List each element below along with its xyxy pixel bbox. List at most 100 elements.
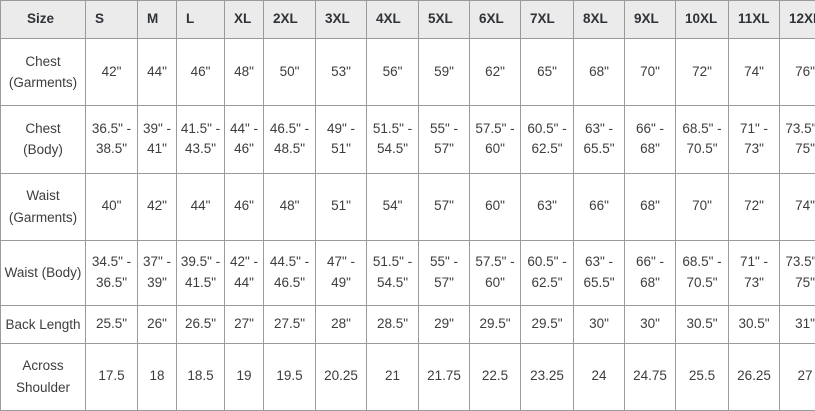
cell: 24 xyxy=(573,342,625,411)
cell: 71" - 73" xyxy=(728,239,780,307)
header-10xl: 10XL xyxy=(675,0,729,39)
cell: 60.5" - 62.5" xyxy=(520,239,574,307)
cell: 71" - 73" xyxy=(728,105,780,174)
cell: 27 xyxy=(779,342,815,411)
header-size: Size xyxy=(0,0,86,39)
cell: 46" xyxy=(224,172,264,241)
cell: 48" xyxy=(263,172,316,241)
cell: 63" - 65.5" xyxy=(573,105,625,174)
header-3xl: 3XL xyxy=(315,0,367,39)
cell: 39" - 41" xyxy=(137,105,177,174)
row-label-across-shoulder: Across Shoulder xyxy=(0,342,86,411)
table-row: Chest (Body) 36.5" - 38.5" 39" - 41" 41.… xyxy=(0,105,815,174)
cell: 57" xyxy=(418,172,470,241)
cell: 44.5" - 46.5" xyxy=(263,239,316,307)
cell: 66" - 68" xyxy=(624,239,676,307)
cell: 63" xyxy=(520,172,574,241)
cell: 57.5" - 60" xyxy=(469,105,521,174)
cell: 68.5" - 70.5" xyxy=(675,239,729,307)
cell: 40" xyxy=(85,172,138,241)
cell: 44" xyxy=(176,172,225,241)
table-row: Chest (Garments) 42" 44" 46" 48" 50" 53"… xyxy=(0,37,815,107)
cell: 27" xyxy=(224,305,264,344)
cell: 66" xyxy=(573,172,625,241)
cell: 70" xyxy=(675,172,729,241)
cell: 50" xyxy=(263,37,316,107)
header-2xl: 2XL xyxy=(263,0,316,39)
cell: 48" xyxy=(224,37,264,107)
cell: 37" - 39" xyxy=(137,239,177,307)
cell: 59" xyxy=(418,37,470,107)
cell: 57.5" - 60" xyxy=(469,239,521,307)
cell: 66" - 68" xyxy=(624,105,676,174)
cell: 18 xyxy=(137,342,177,411)
cell: 54" xyxy=(366,172,419,241)
cell: 19.5 xyxy=(263,342,316,411)
header-5xl: 5XL xyxy=(418,0,470,39)
cell: 51.5" - 54.5" xyxy=(366,239,419,307)
cell: 76" xyxy=(779,37,815,107)
row-label-chest-garments: Chest (Garments) xyxy=(0,37,86,107)
header-6xl: 6XL xyxy=(469,0,521,39)
cell: 29" xyxy=(418,305,470,344)
cell: 68" xyxy=(624,172,676,241)
cell: 25.5 xyxy=(675,342,729,411)
cell: 42" xyxy=(137,172,177,241)
cell: 34.5" - 36.5" xyxy=(85,239,138,307)
header-row: Size S M L XL 2XL 3XL 4XL 5XL 6XL 7XL 8X… xyxy=(0,0,815,39)
table-body: Chest (Garments) 42" 44" 46" 48" 50" 53"… xyxy=(0,37,815,411)
cell: 21 xyxy=(366,342,419,411)
cell: 55" - 57" xyxy=(418,105,470,174)
cell: 44" - 46" xyxy=(224,105,264,174)
cell: 22.5 xyxy=(469,342,521,411)
cell: 60" xyxy=(469,172,521,241)
table-header: Size S M L XL 2XL 3XL 4XL 5XL 6XL 7XL 8X… xyxy=(0,0,815,39)
cell: 29.5" xyxy=(520,305,574,344)
header-11xl: 11XL xyxy=(728,0,780,39)
cell: 73.5" - 75" xyxy=(779,239,815,307)
cell: 31" xyxy=(779,305,815,344)
cell: 41.5" - 43.5" xyxy=(176,105,225,174)
cell: 72" xyxy=(728,172,780,241)
cell: 44" xyxy=(137,37,177,107)
row-label-waist-garments: Waist (Garments) xyxy=(0,172,86,241)
cell: 28" xyxy=(315,305,367,344)
cell: 42" - 44" xyxy=(224,239,264,307)
table-row: Back Length 25.5" 26" 26.5" 27" 27.5" 28… xyxy=(0,305,815,344)
cell: 20.25 xyxy=(315,342,367,411)
header-4xl: 4XL xyxy=(366,0,419,39)
cell: 29.5" xyxy=(469,305,521,344)
cell: 65" xyxy=(520,37,574,107)
cell: 73.5" - 75" xyxy=(779,105,815,174)
header-9xl: 9XL xyxy=(624,0,676,39)
header-8xl: 8XL xyxy=(573,0,625,39)
cell: 19 xyxy=(224,342,264,411)
cell: 23.25 xyxy=(520,342,574,411)
header-12xl: 12XL xyxy=(779,0,815,39)
cell: 70" xyxy=(624,37,676,107)
cell: 46" xyxy=(176,37,225,107)
cell: 28.5" xyxy=(366,305,419,344)
row-label-back-length: Back Length xyxy=(0,305,86,344)
cell: 26.5" xyxy=(176,305,225,344)
cell: 72" xyxy=(675,37,729,107)
cell: 17.5 xyxy=(85,342,138,411)
header-m: M xyxy=(137,0,177,39)
cell: 60.5" - 62.5" xyxy=(520,105,574,174)
cell: 30.5" xyxy=(675,305,729,344)
cell: 63" - 65.5" xyxy=(573,239,625,307)
cell: 51.5" - 54.5" xyxy=(366,105,419,174)
cell: 24.75 xyxy=(624,342,676,411)
cell: 25.5" xyxy=(85,305,138,344)
cell: 46.5" - 48.5" xyxy=(263,105,316,174)
cell: 62" xyxy=(469,37,521,107)
cell: 39.5" - 41.5" xyxy=(176,239,225,307)
cell: 42" xyxy=(85,37,138,107)
cell: 26.25 xyxy=(728,342,780,411)
cell: 30" xyxy=(624,305,676,344)
row-label-waist-body: Waist (Body) xyxy=(0,239,86,307)
cell: 68" xyxy=(573,37,625,107)
header-xl: XL xyxy=(224,0,264,39)
table-row: Waist (Body) 34.5" - 36.5" 37" - 39" 39.… xyxy=(0,239,815,307)
